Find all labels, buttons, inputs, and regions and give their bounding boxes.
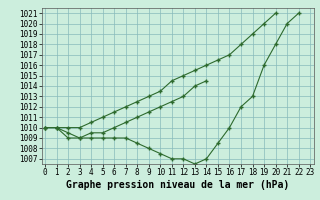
X-axis label: Graphe pression niveau de la mer (hPa): Graphe pression niveau de la mer (hPa) bbox=[66, 180, 289, 190]
